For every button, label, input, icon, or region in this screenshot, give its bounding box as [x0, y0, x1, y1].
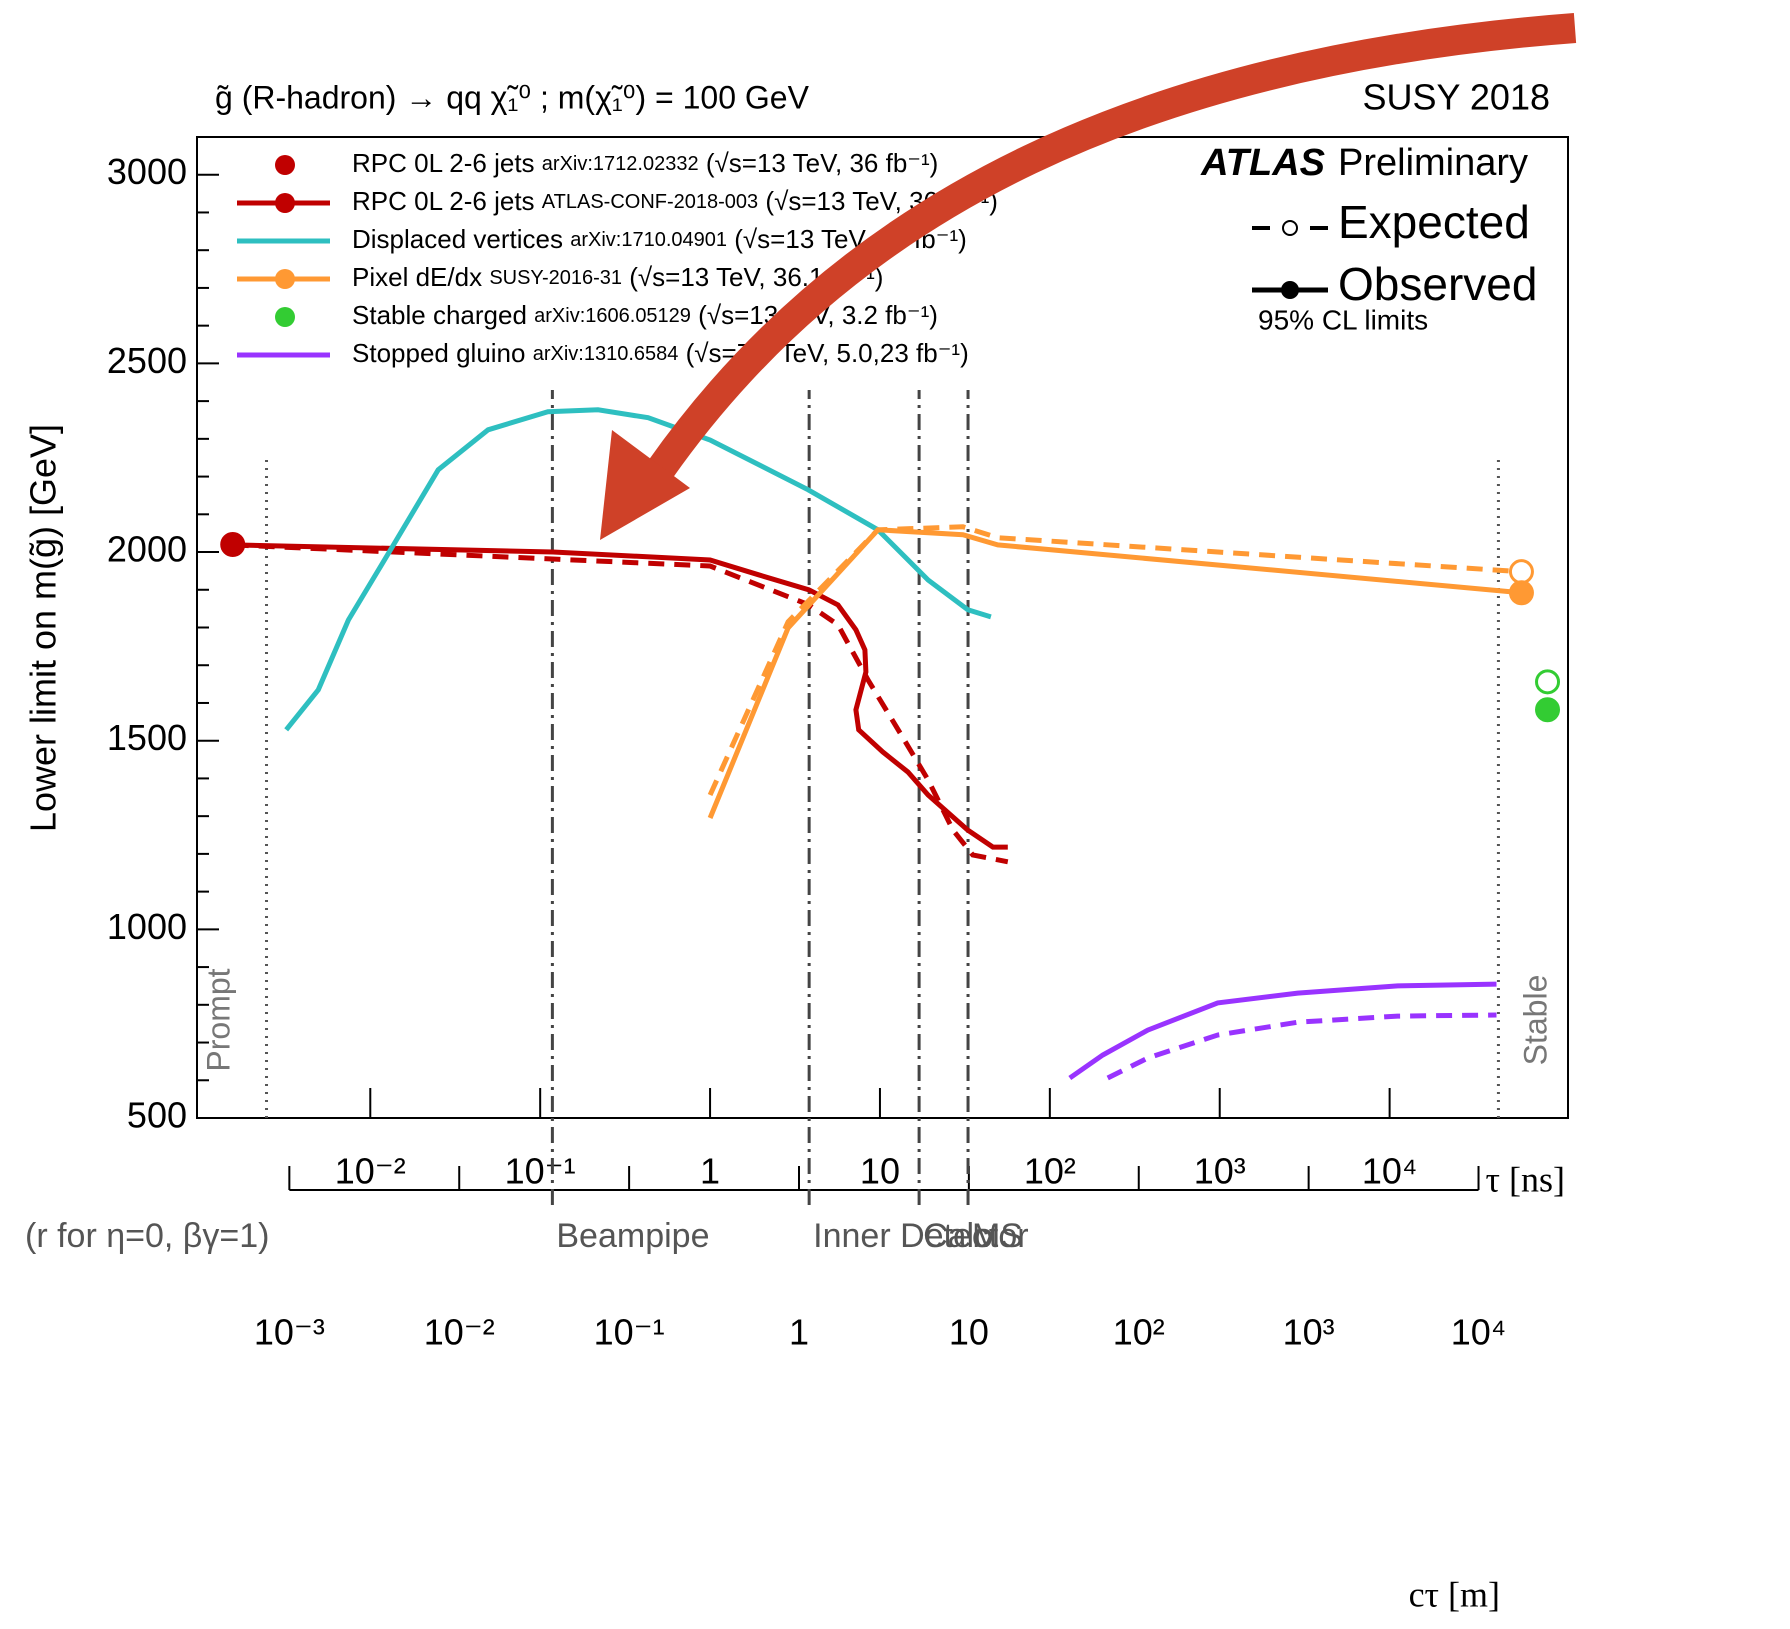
x2-axis-label: cτ [m] [1409, 1574, 1500, 1614]
legend-entry: RPC 0L 2-6 jets ATLAS-CONF-2018-003 (√s=… [352, 186, 998, 216]
observed-line [707, 527, 1522, 819]
marks: 500 1000 1500 2000 2500 3000 10⁻² 10⁻¹ 1 10 10² 10³… [107, 148, 1561, 1353]
legend-reference: ATLAS-CONF-2018-003 [542, 191, 758, 213]
x-tick-label: 10⁻¹ [505, 1151, 576, 1192]
legend-marker [275, 193, 295, 213]
x2-tick-label: 1 [789, 1312, 809, 1353]
key-marker [1282, 220, 1298, 236]
arrow-head [600, 430, 690, 540]
region-label: Prompt [200, 968, 236, 1071]
legend-conditions: (√s=13 TeV, 36 fb⁻¹) [706, 148, 939, 178]
observed-line [232, 542, 1008, 850]
observed-line [284, 407, 992, 732]
x2-note: (r for η=0, βγ=1) [25, 1217, 269, 1255]
x-tick-label: 1 [700, 1151, 720, 1192]
legend-name: RPC 0L 2-6 jets [352, 186, 535, 216]
x2-tick-label: 10 [949, 1312, 989, 1353]
legend-reference: SUSY-2016-31 [489, 267, 622, 289]
legend-marker [275, 307, 295, 327]
legend-entry: RPC 0L 2-6 jets arXiv:1712.02332 (√s=13 … [352, 148, 938, 178]
legend-name: Stopped gluino [352, 338, 525, 368]
expected-label: Expected [1338, 196, 1530, 248]
x2-tick-label: 10⁻¹ [594, 1312, 665, 1353]
detector-label: Calo [923, 1217, 993, 1255]
y-tick-label: 2500 [107, 340, 187, 381]
legend-entry: Pixel dE/dx SUSY-2016-31 (√s=13 TeV, 36.… [352, 262, 883, 292]
expected-line [232, 542, 1009, 865]
chart-title: g̃ (R-hadron) → qq χ̃₁⁰ ; m(χ̃₁⁰) = 100 … [215, 79, 810, 115]
status: Preliminary [1338, 142, 1528, 184]
y-tick-label: 3000 [107, 151, 187, 192]
expected-marker [1508, 559, 1534, 585]
legend-name: Pixel dE/dx [352, 262, 482, 292]
legend-name: RPC 0L 2-6 jets [352, 148, 535, 178]
x2-tick-label: 10⁻² [424, 1312, 495, 1353]
x-axis-label: τ [ns] [1486, 1159, 1565, 1199]
legend-marker [275, 269, 295, 289]
detector-label: MS [972, 1217, 1023, 1255]
style-key-expected [1252, 220, 1328, 236]
observed-marker [1535, 697, 1561, 723]
region-label: Stable [1517, 975, 1553, 1066]
detector-label: Beampipe [556, 1217, 709, 1255]
legend-name: Displaced vertices [352, 224, 563, 254]
x-tick-label: 10³ [1194, 1151, 1246, 1192]
x2-tick-label: 10⁴ [1451, 1312, 1507, 1353]
observed-marker [1508, 580, 1534, 606]
observed-label: Observed [1338, 258, 1537, 310]
x2-tick-label: 10⁻³ [254, 1312, 325, 1353]
y-tick-label: 1000 [107, 906, 187, 947]
expected-line [707, 524, 1522, 797]
legend-reference: arXiv:1710.04901 [570, 229, 727, 251]
legend-marker [275, 155, 295, 175]
legend-reference: arXiv:1712.02332 [542, 153, 699, 175]
experiment: ATLAS [1200, 142, 1325, 184]
x-tick-label: 10² [1024, 1151, 1076, 1192]
annotation-arrow [600, 13, 1577, 540]
x2-tick-label: 10³ [1283, 1312, 1335, 1353]
y-axis-label: Lower limit on m(g̃) [GeV] [23, 424, 64, 832]
cl-note: 95% CL limits [1258, 304, 1428, 335]
legend-reference: arXiv:1310.6584 [533, 343, 679, 365]
legend-name: Stable charged [352, 300, 527, 330]
expected-marker [1535, 669, 1561, 695]
detector-label: Inner Detector [813, 1217, 1028, 1255]
expected-line [1106, 1012, 1497, 1081]
arrow-shaft [647, 13, 1577, 479]
x-tick-label: 10 [860, 1151, 900, 1192]
key-marker [1281, 281, 1299, 299]
legend-reference: arXiv:1606.05129 [534, 305, 691, 327]
x-tick-label: 10⁻² [335, 1151, 406, 1192]
legend-entry: Stable charged arXiv:1606.05129 (√s=13 T… [352, 300, 938, 330]
y-tick-label: 1500 [107, 717, 187, 758]
chart-subtitle: SUSY 2018 [1363, 77, 1550, 118]
y-tick-label: 500 [127, 1095, 187, 1136]
y-tick-label: 2000 [107, 529, 187, 570]
x-tick-label: 10⁴ [1362, 1151, 1418, 1192]
observed-line [1068, 981, 1497, 1081]
x2-tick-label: 10² [1113, 1312, 1165, 1353]
legend-entry: Stopped gluino arXiv:1310.6584 (√s=7,8 T… [352, 338, 969, 368]
